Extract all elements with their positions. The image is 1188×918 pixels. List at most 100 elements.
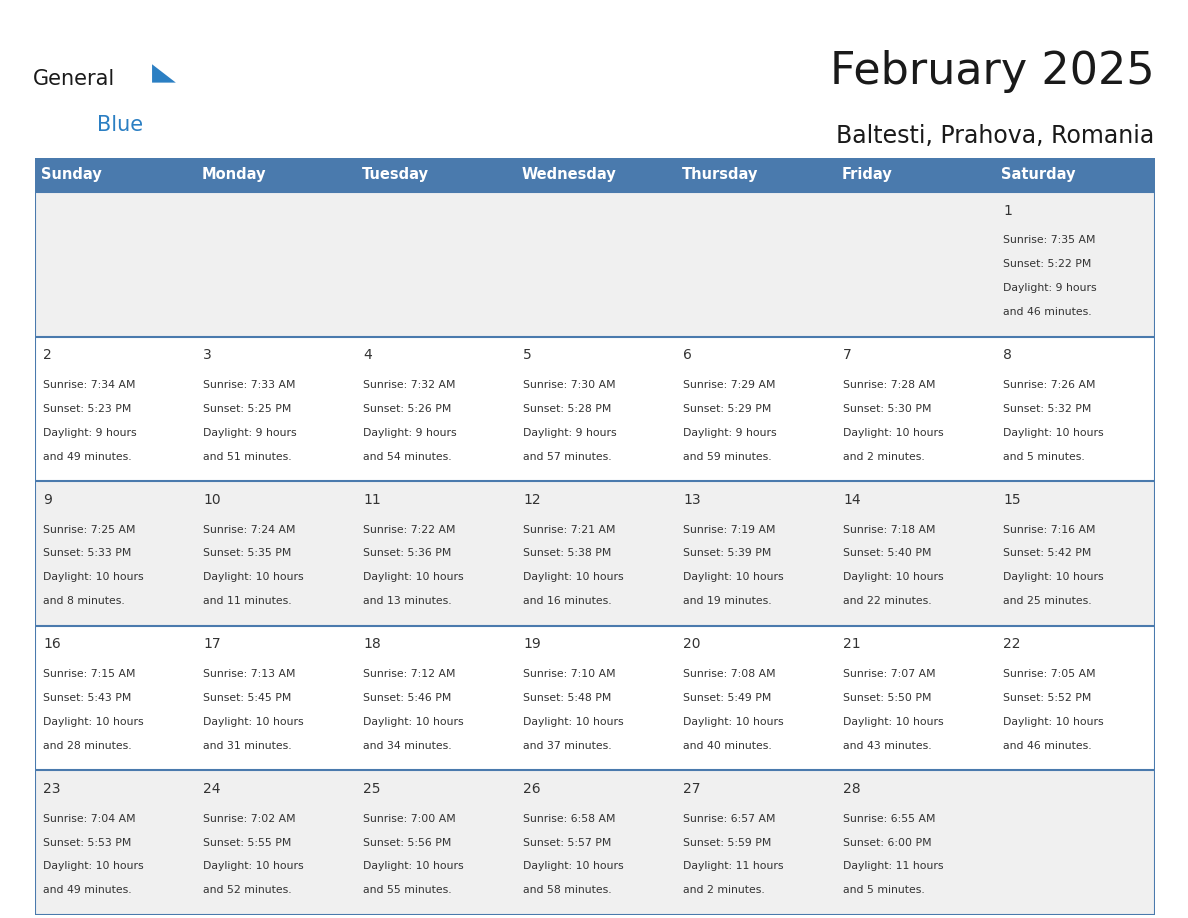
Text: Sunset: 5:43 PM: Sunset: 5:43 PM <box>43 693 132 703</box>
Text: Sunset: 5:26 PM: Sunset: 5:26 PM <box>364 404 451 414</box>
Text: February 2025: February 2025 <box>830 50 1155 94</box>
Text: and 31 minutes.: and 31 minutes. <box>203 741 291 751</box>
Text: and 46 minutes.: and 46 minutes. <box>1003 307 1092 317</box>
Text: and 22 minutes.: and 22 minutes. <box>843 596 931 606</box>
Text: Daylight: 9 hours: Daylight: 9 hours <box>364 428 456 438</box>
Text: Sunset: 5:48 PM: Sunset: 5:48 PM <box>523 693 612 703</box>
Text: Daylight: 11 hours: Daylight: 11 hours <box>683 861 784 871</box>
Text: Sunday: Sunday <box>42 167 102 183</box>
Text: Sunrise: 7:13 AM: Sunrise: 7:13 AM <box>203 669 296 679</box>
Text: Sunrise: 6:57 AM: Sunrise: 6:57 AM <box>683 813 776 823</box>
Text: and 51 minutes.: and 51 minutes. <box>203 452 291 462</box>
Text: Sunset: 5:35 PM: Sunset: 5:35 PM <box>203 548 291 558</box>
Text: 26: 26 <box>523 782 541 796</box>
Text: Daylight: 10 hours: Daylight: 10 hours <box>843 717 943 727</box>
Text: Sunrise: 6:55 AM: Sunrise: 6:55 AM <box>843 813 935 823</box>
Text: Daylight: 10 hours: Daylight: 10 hours <box>43 861 144 871</box>
Text: Tuesday: Tuesday <box>361 167 429 183</box>
Text: and 37 minutes.: and 37 minutes. <box>523 741 612 751</box>
Text: Sunrise: 7:08 AM: Sunrise: 7:08 AM <box>683 669 776 679</box>
Text: Sunrise: 7:07 AM: Sunrise: 7:07 AM <box>843 669 936 679</box>
Text: Daylight: 9 hours: Daylight: 9 hours <box>1003 283 1097 293</box>
Text: Sunset: 5:22 PM: Sunset: 5:22 PM <box>1003 259 1092 269</box>
Text: Sunset: 5:50 PM: Sunset: 5:50 PM <box>843 693 931 703</box>
Text: Friday: Friday <box>841 167 892 183</box>
Text: Daylight: 10 hours: Daylight: 10 hours <box>523 717 624 727</box>
Text: 15: 15 <box>1003 493 1020 507</box>
Text: Wednesday: Wednesday <box>522 167 617 183</box>
Text: 5: 5 <box>523 348 532 363</box>
Text: 10: 10 <box>203 493 221 507</box>
Text: 17: 17 <box>203 637 221 652</box>
Text: and 25 minutes.: and 25 minutes. <box>1003 596 1092 606</box>
Text: 12: 12 <box>523 493 541 507</box>
Text: Sunrise: 7:34 AM: Sunrise: 7:34 AM <box>43 380 135 390</box>
Text: 4: 4 <box>364 348 372 363</box>
Text: 24: 24 <box>203 782 221 796</box>
Text: Sunrise: 7:18 AM: Sunrise: 7:18 AM <box>843 524 935 534</box>
Text: Daylight: 10 hours: Daylight: 10 hours <box>1003 717 1104 727</box>
Text: Sunset: 5:29 PM: Sunset: 5:29 PM <box>683 404 771 414</box>
Text: 18: 18 <box>364 637 380 652</box>
Text: and 43 minutes.: and 43 minutes. <box>843 741 931 751</box>
Text: and 34 minutes.: and 34 minutes. <box>364 741 451 751</box>
Text: Daylight: 10 hours: Daylight: 10 hours <box>364 861 463 871</box>
Text: Daylight: 9 hours: Daylight: 9 hours <box>683 428 777 438</box>
Text: Sunrise: 7:10 AM: Sunrise: 7:10 AM <box>523 669 615 679</box>
Text: General: General <box>33 69 115 89</box>
Text: Daylight: 10 hours: Daylight: 10 hours <box>843 428 943 438</box>
Text: Daylight: 10 hours: Daylight: 10 hours <box>203 717 304 727</box>
Text: Daylight: 10 hours: Daylight: 10 hours <box>843 572 943 582</box>
Text: 27: 27 <box>683 782 701 796</box>
Text: and 49 minutes.: and 49 minutes. <box>43 885 132 895</box>
Text: Daylight: 10 hours: Daylight: 10 hours <box>523 861 624 871</box>
Text: Sunrise: 7:05 AM: Sunrise: 7:05 AM <box>1003 669 1095 679</box>
Text: Sunset: 5:33 PM: Sunset: 5:33 PM <box>43 548 132 558</box>
Text: and 11 minutes.: and 11 minutes. <box>203 596 291 606</box>
Text: Sunrise: 7:30 AM: Sunrise: 7:30 AM <box>523 380 615 390</box>
Text: Daylight: 10 hours: Daylight: 10 hours <box>1003 572 1104 582</box>
Text: and 57 minutes.: and 57 minutes. <box>523 452 612 462</box>
Text: and 54 minutes.: and 54 minutes. <box>364 452 451 462</box>
Text: Sunrise: 7:35 AM: Sunrise: 7:35 AM <box>1003 235 1095 245</box>
Text: Blue: Blue <box>97 115 144 135</box>
Text: Daylight: 11 hours: Daylight: 11 hours <box>843 861 943 871</box>
Text: 7: 7 <box>843 348 852 363</box>
Text: Sunset: 5:39 PM: Sunset: 5:39 PM <box>683 548 771 558</box>
Text: and 55 minutes.: and 55 minutes. <box>364 885 451 895</box>
Text: and 13 minutes.: and 13 minutes. <box>364 596 451 606</box>
Text: and 52 minutes.: and 52 minutes. <box>203 885 291 895</box>
Text: and 46 minutes.: and 46 minutes. <box>1003 741 1092 751</box>
Text: 14: 14 <box>843 493 860 507</box>
Text: Daylight: 10 hours: Daylight: 10 hours <box>364 572 463 582</box>
Text: Sunset: 5:45 PM: Sunset: 5:45 PM <box>203 693 291 703</box>
Text: Sunrise: 7:16 AM: Sunrise: 7:16 AM <box>1003 524 1095 534</box>
Text: and 59 minutes.: and 59 minutes. <box>683 452 772 462</box>
Text: and 58 minutes.: and 58 minutes. <box>523 885 612 895</box>
Text: Saturday: Saturday <box>1001 167 1076 183</box>
Text: Sunrise: 7:32 AM: Sunrise: 7:32 AM <box>364 380 455 390</box>
Text: Sunset: 5:46 PM: Sunset: 5:46 PM <box>364 693 451 703</box>
Text: Sunrise: 7:12 AM: Sunrise: 7:12 AM <box>364 669 455 679</box>
Text: Sunset: 5:28 PM: Sunset: 5:28 PM <box>523 404 612 414</box>
Text: Sunrise: 7:02 AM: Sunrise: 7:02 AM <box>203 813 296 823</box>
Text: Sunset: 5:32 PM: Sunset: 5:32 PM <box>1003 404 1092 414</box>
Text: 8: 8 <box>1003 348 1012 363</box>
Text: 9: 9 <box>43 493 52 507</box>
Text: Daylight: 10 hours: Daylight: 10 hours <box>364 717 463 727</box>
Text: Daylight: 10 hours: Daylight: 10 hours <box>43 717 144 727</box>
Text: and 5 minutes.: and 5 minutes. <box>1003 452 1085 462</box>
Text: 16: 16 <box>43 637 61 652</box>
Text: Monday: Monday <box>202 167 266 183</box>
Text: Sunrise: 7:21 AM: Sunrise: 7:21 AM <box>523 524 615 534</box>
Text: Daylight: 10 hours: Daylight: 10 hours <box>683 572 784 582</box>
Text: Sunrise: 7:33 AM: Sunrise: 7:33 AM <box>203 380 296 390</box>
Text: Daylight: 9 hours: Daylight: 9 hours <box>523 428 617 438</box>
Text: 25: 25 <box>364 782 380 796</box>
Text: 1: 1 <box>1003 204 1012 218</box>
Text: Sunrise: 7:24 AM: Sunrise: 7:24 AM <box>203 524 296 534</box>
Text: and 5 minutes.: and 5 minutes. <box>843 885 924 895</box>
Text: Sunrise: 6:58 AM: Sunrise: 6:58 AM <box>523 813 615 823</box>
Text: 13: 13 <box>683 493 701 507</box>
Text: and 19 minutes.: and 19 minutes. <box>683 596 772 606</box>
